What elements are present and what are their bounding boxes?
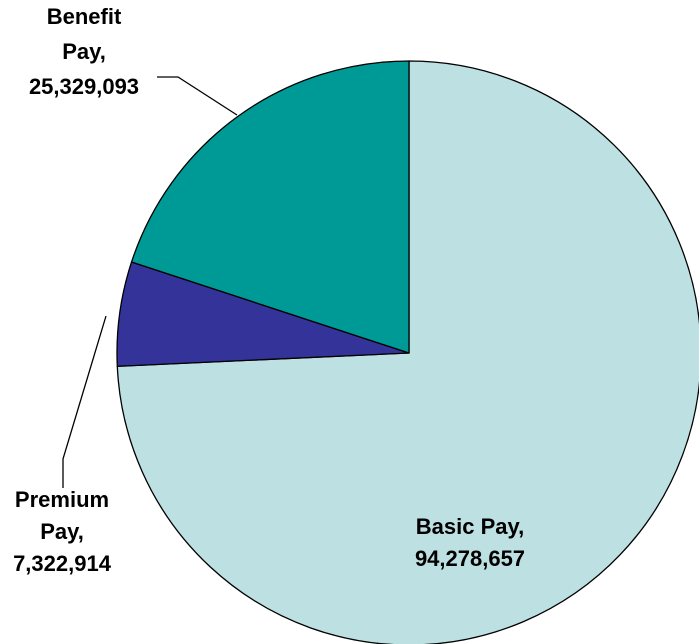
slice-label-benefit-pay: Benefit Pay, 25,329,093: [29, 4, 139, 99]
slice-label-premium-pay: Premium Pay, 7,322,914: [13, 487, 112, 576]
leader-line-benefit-pay: [157, 76, 238, 116]
slice-label-line: 25,329,093: [29, 74, 139, 99]
slice-label-line: Basic Pay,: [416, 514, 524, 539]
slice-label-line: Premium: [15, 487, 109, 512]
slice-label-line: Pay,: [40, 519, 84, 544]
slices-layer: [116, 60, 699, 644]
pie-slice-benefit-pay: [130, 60, 410, 354]
slice-label-line: Pay,: [62, 39, 106, 64]
slice-label-line: 94,278,657: [415, 546, 525, 571]
slice-label-basic-pay: Basic Pay, 94,278,657: [415, 514, 525, 571]
slice-labels-layer: Basic Pay, 94,278,657 Premium Pay, 7,322,914…: [13, 4, 525, 576]
leader-lines-layer: [62, 76, 238, 488]
leader-line-premium-pay: [62, 315, 107, 488]
pie-slice-basic-pay: [116, 60, 699, 644]
slice-label-line: Benefit: [47, 4, 122, 29]
slice-label-line: 7,322,914: [13, 551, 112, 576]
